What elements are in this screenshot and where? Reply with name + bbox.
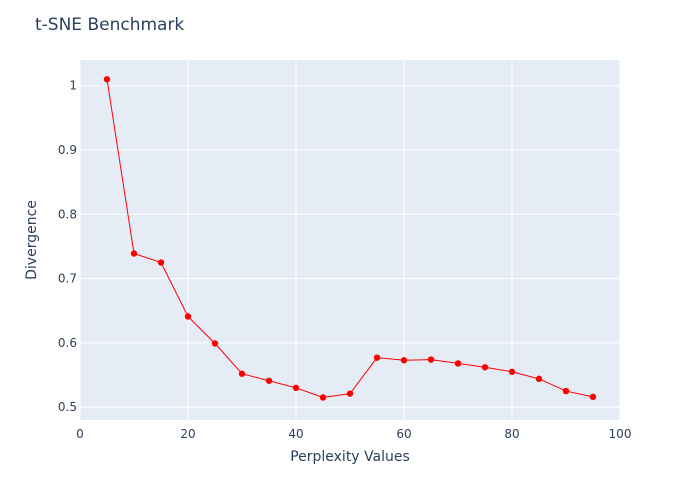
data-point [319, 394, 327, 401]
y-tick-label: 0.8 [58, 207, 77, 221]
data-point [238, 370, 246, 377]
y-tick-label: 0.5 [58, 400, 77, 414]
data-point [562, 387, 570, 395]
data-point [211, 340, 219, 347]
data-point [589, 393, 597, 401]
data-point [346, 390, 354, 397]
data-point [292, 384, 300, 392]
data-point [508, 368, 516, 375]
chart-title: t-SNE Benchmark [35, 15, 184, 35]
y-grid [80, 85, 620, 408]
data-point [184, 313, 192, 320]
data-point [265, 377, 273, 384]
x-grid [79, 60, 621, 420]
data-point [427, 356, 435, 363]
x-tick-labels: 0 20 40 60 80 100 [76, 427, 631, 441]
data-point [535, 375, 543, 383]
x-tick-label: 40 [288, 427, 303, 441]
y-tick-label: 0.6 [58, 336, 77, 350]
data-point [454, 360, 462, 367]
x-tick-label: 100 [609, 427, 632, 441]
x-axis-label: Perplexity Values [290, 449, 410, 465]
y-tick-label: 0.7 [58, 272, 77, 286]
x-tick-label: 20 [180, 427, 195, 441]
y-tick-label: 1 [69, 79, 77, 93]
plot-area [80, 60, 620, 420]
x-tick-label: 60 [396, 427, 411, 441]
data-point [130, 250, 138, 257]
series-layer [103, 76, 597, 401]
y-axis-label: Divergence [24, 200, 40, 280]
x-tick-label: 0 [76, 427, 84, 441]
data-point [157, 259, 165, 266]
y-tick-labels: 0.5 0.6 0.7 0.8 0.9 1 [58, 79, 77, 414]
data-point [400, 357, 408, 364]
x-tick-label: 80 [504, 427, 519, 441]
y-tick-label: 0.9 [58, 143, 77, 157]
data-point [481, 364, 489, 371]
data-point [373, 354, 381, 361]
data-point [103, 76, 111, 83]
